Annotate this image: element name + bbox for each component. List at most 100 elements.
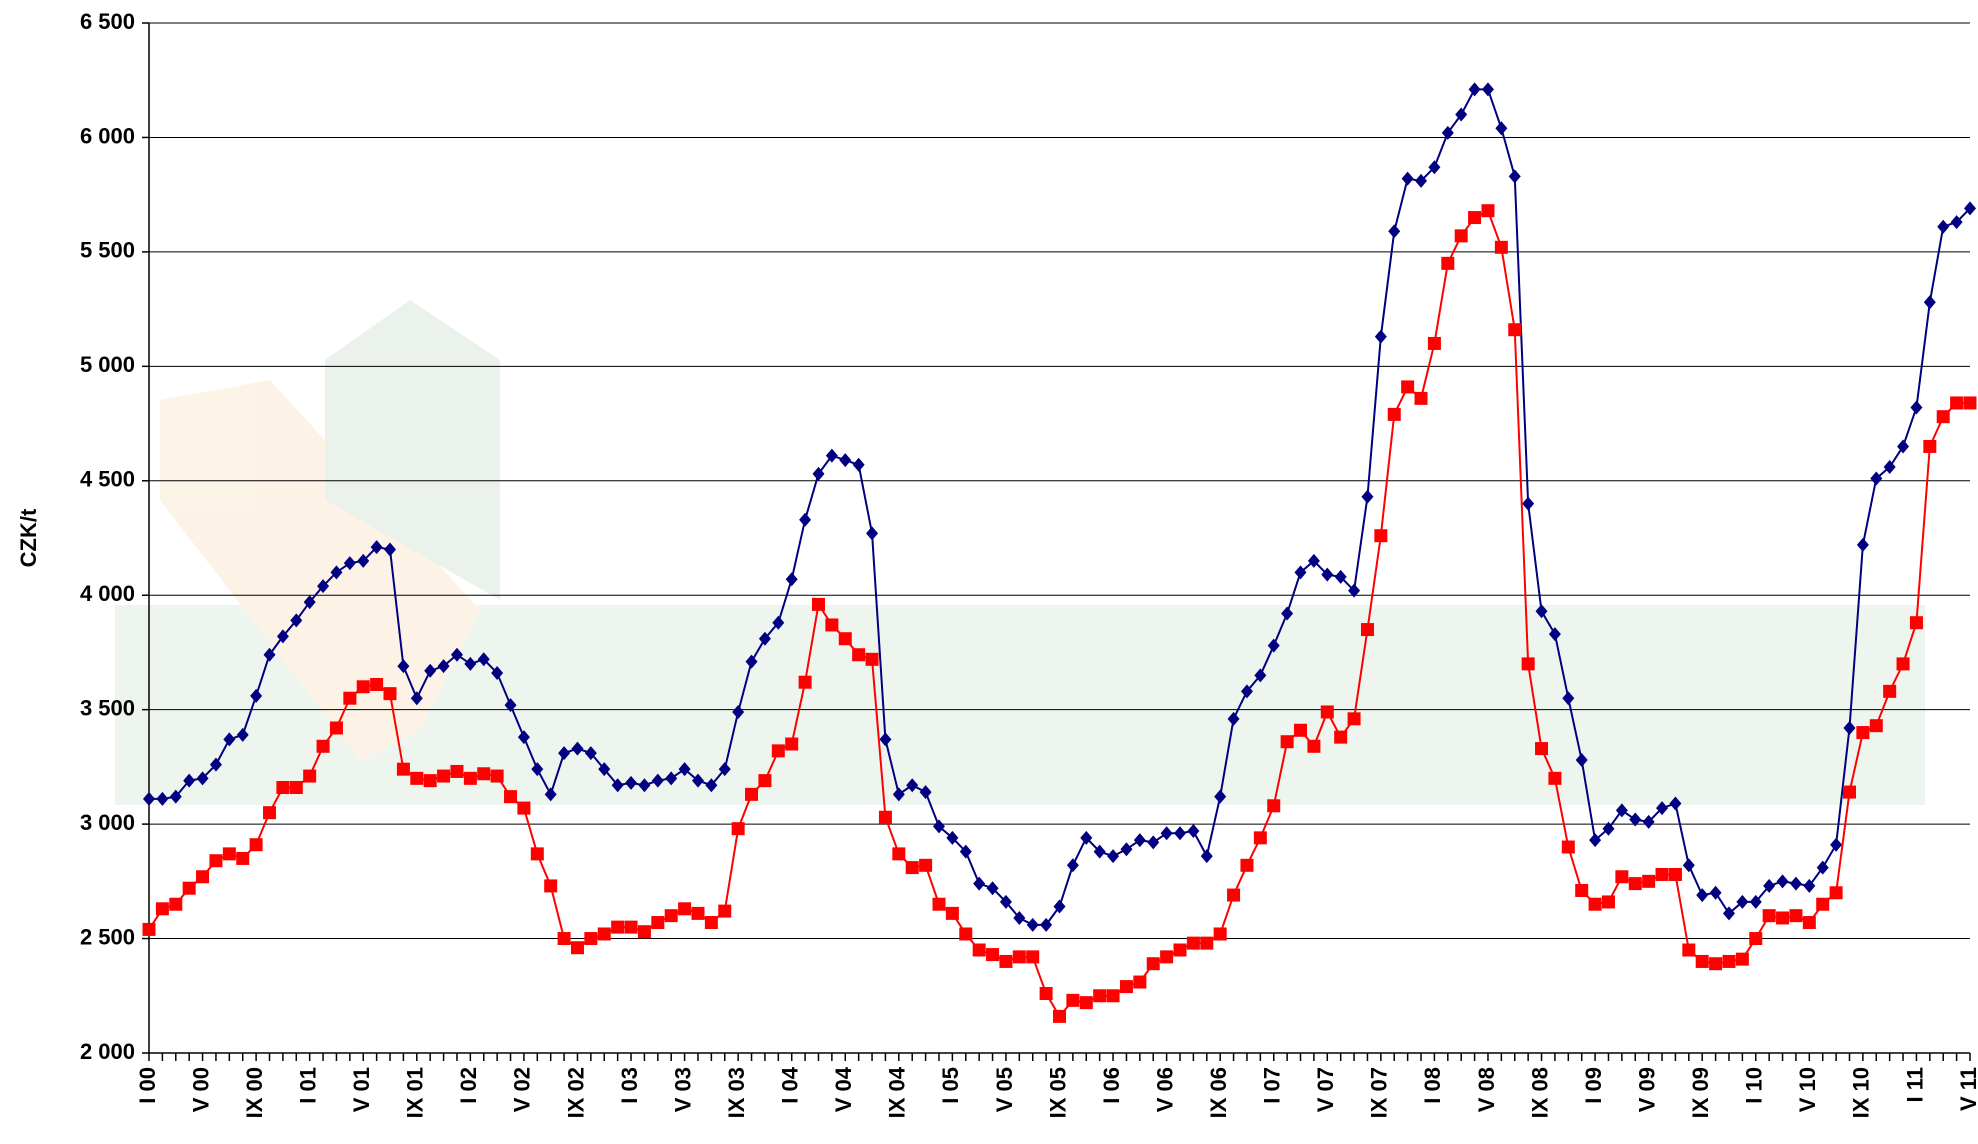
marker	[370, 540, 383, 555]
marker	[1307, 739, 1321, 753]
marker	[718, 762, 731, 777]
marker	[1816, 897, 1830, 911]
marker	[370, 677, 384, 691]
marker	[183, 773, 196, 788]
marker	[865, 652, 879, 666]
marker	[1267, 799, 1281, 813]
marker	[383, 687, 397, 701]
x-tick-label: IX 05	[1045, 1067, 1070, 1118]
marker	[1066, 993, 1080, 1007]
marker	[1735, 952, 1749, 966]
marker	[1186, 936, 1200, 950]
marker	[758, 774, 772, 788]
marker	[651, 916, 665, 930]
marker	[1441, 125, 1454, 140]
marker	[1013, 910, 1026, 925]
x-tick-label: V 03	[670, 1067, 695, 1112]
marker	[196, 771, 209, 786]
y-tick-label: 5 000	[80, 352, 135, 377]
x-tick-label: V 02	[510, 1067, 535, 1112]
marker	[1213, 927, 1227, 941]
marker	[155, 902, 169, 916]
marker	[1387, 407, 1401, 421]
marker	[1950, 396, 1964, 410]
marker	[1803, 878, 1816, 893]
marker	[1455, 107, 1468, 122]
marker	[530, 847, 544, 861]
marker	[892, 787, 905, 802]
marker	[223, 732, 236, 747]
marker	[236, 851, 250, 865]
marker	[1348, 583, 1361, 598]
marker	[959, 927, 973, 941]
marker	[303, 595, 316, 610]
marker	[1361, 489, 1374, 504]
marker	[222, 847, 236, 861]
marker	[1508, 169, 1521, 184]
x-tick-label: IX 09	[1688, 1067, 1713, 1118]
marker	[1508, 323, 1522, 337]
marker	[1441, 256, 1455, 270]
marker	[1334, 569, 1347, 584]
marker	[1401, 380, 1415, 394]
marker	[1628, 877, 1642, 891]
marker	[1494, 240, 1508, 254]
marker	[1897, 439, 1910, 454]
marker	[597, 927, 611, 941]
marker	[1401, 171, 1414, 186]
x-tick-label: I 03	[617, 1067, 642, 1104]
marker	[973, 876, 986, 891]
marker	[825, 618, 839, 632]
marker	[1909, 616, 1923, 630]
marker	[1294, 565, 1307, 580]
marker	[1910, 400, 1923, 415]
marker	[812, 466, 825, 481]
marker	[544, 879, 558, 893]
marker	[558, 746, 571, 761]
marker	[1307, 553, 1320, 568]
marker	[651, 773, 664, 788]
marker	[1842, 785, 1856, 799]
marker	[169, 789, 182, 804]
marker	[169, 897, 183, 911]
y-tick-label: 2 000	[80, 1039, 135, 1064]
x-tick-label: IX 08	[1527, 1067, 1552, 1118]
marker	[1080, 830, 1093, 845]
marker	[972, 943, 986, 957]
marker	[1535, 604, 1548, 619]
marker	[156, 791, 169, 806]
marker	[1040, 917, 1053, 932]
marker	[1468, 82, 1481, 97]
x-tick-label: IX 06	[1206, 1067, 1231, 1118]
marker	[249, 838, 263, 852]
marker	[959, 844, 972, 859]
marker	[209, 854, 223, 868]
x-tick-label: I 10	[1742, 1067, 1767, 1104]
marker	[1535, 742, 1549, 756]
marker	[1696, 888, 1709, 903]
marker	[1655, 867, 1669, 881]
marker	[1267, 638, 1280, 653]
marker	[250, 688, 263, 703]
marker	[1133, 833, 1146, 848]
marker	[1039, 986, 1053, 1000]
marker	[504, 698, 517, 713]
marker	[1374, 329, 1387, 344]
marker	[1776, 911, 1790, 925]
marker	[866, 526, 879, 541]
marker	[1562, 691, 1575, 706]
marker	[798, 675, 812, 689]
marker	[1012, 950, 1026, 964]
marker	[1615, 870, 1629, 884]
marker	[424, 663, 437, 678]
marker	[1026, 950, 1040, 964]
marker	[329, 721, 343, 735]
marker	[1843, 720, 1856, 735]
x-tick-label: V 00	[188, 1067, 213, 1112]
marker	[745, 654, 758, 669]
marker	[1589, 833, 1602, 848]
watermark	[115, 300, 1925, 805]
marker	[1883, 684, 1897, 698]
x-tick-label: V 04	[831, 1066, 856, 1112]
marker	[1642, 814, 1655, 829]
